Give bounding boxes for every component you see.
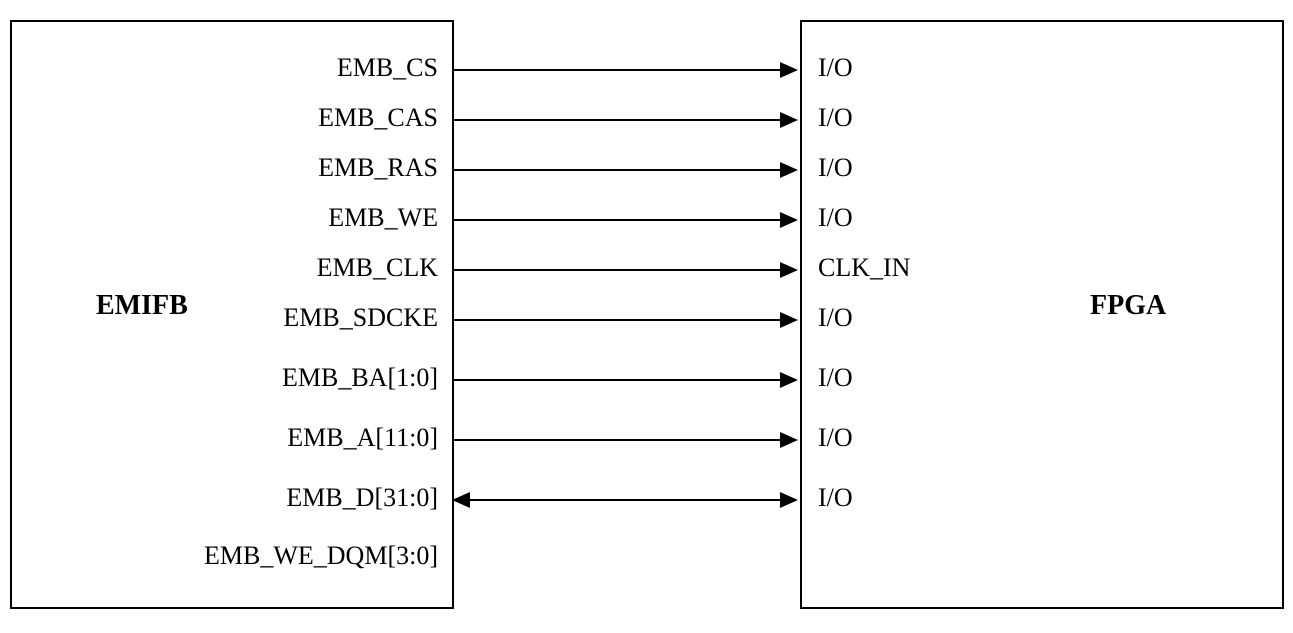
pin-right-label: CLK_IN (818, 253, 910, 283)
pin-right-label: I/O (818, 363, 853, 393)
pin-left-label: EMB_A[11:0] (287, 423, 438, 453)
pin-left-label: EMB_D[31:0] (286, 483, 438, 513)
arrowhead-right-icon (780, 212, 798, 228)
pin-left-label: EMB_CLK (317, 253, 438, 283)
block-fpga-title: FPGA (1090, 290, 1166, 322)
pin-right-label: I/O (818, 483, 853, 513)
arrowhead-right-icon (780, 432, 798, 448)
pin-left-label: EMB_CS (337, 53, 438, 83)
pin-right-label: I/O (818, 53, 853, 83)
pin-right-label: I/O (818, 203, 853, 233)
pin-left-label: EMB_BA[1:0] (282, 363, 438, 393)
pin-left-label: EMB_WE_DQM[3:0] (204, 541, 438, 571)
arrowhead-right-icon (780, 262, 798, 278)
pin-left-label: EMB_WE (328, 203, 438, 233)
arrowhead-right-icon (780, 492, 798, 508)
pin-right-label: I/O (818, 303, 853, 333)
arrowhead-right-icon (780, 162, 798, 178)
block-emifb-title: EMIFB (96, 290, 188, 322)
pin-right-label: I/O (818, 423, 853, 453)
diagram-canvas: EMIFB FPGA EMB_CS I/O EMB_CAS I/O EMB_RAS I/O… (0, 0, 1293, 633)
arrowhead-left-icon (452, 492, 470, 508)
arrowhead-right-icon (780, 312, 798, 328)
arrowhead-right-icon (780, 372, 798, 388)
pin-left-label: EMB_CAS (318, 103, 438, 133)
arrowhead-right-icon (780, 62, 798, 78)
pin-left-label: EMB_RAS (318, 153, 438, 183)
pin-right-label: I/O (818, 103, 853, 133)
arrowhead-right-icon (780, 112, 798, 128)
pin-right-label: I/O (818, 153, 853, 183)
pin-left-label: EMB_SDCKE (283, 303, 438, 333)
block-fpga (800, 20, 1284, 609)
